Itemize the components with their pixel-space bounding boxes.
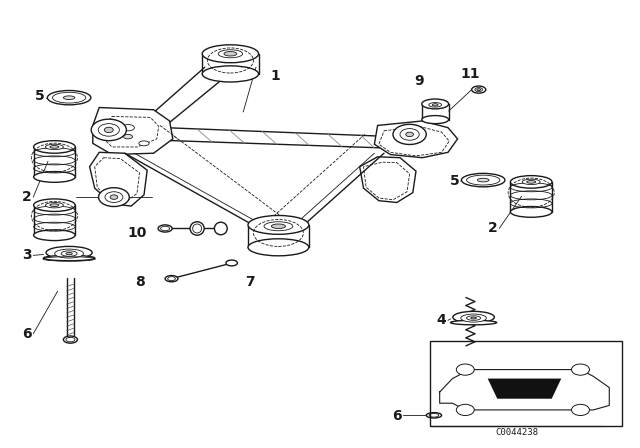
Ellipse shape	[34, 230, 76, 241]
Ellipse shape	[202, 66, 259, 82]
Ellipse shape	[271, 224, 285, 228]
Ellipse shape	[467, 316, 481, 320]
Polygon shape	[379, 126, 449, 156]
Ellipse shape	[124, 134, 132, 139]
Ellipse shape	[406, 132, 413, 137]
Ellipse shape	[429, 414, 439, 417]
Ellipse shape	[66, 253, 72, 254]
Ellipse shape	[45, 144, 63, 150]
Ellipse shape	[122, 125, 134, 131]
Ellipse shape	[572, 364, 589, 375]
Ellipse shape	[453, 311, 495, 323]
Ellipse shape	[422, 116, 449, 124]
Ellipse shape	[92, 119, 127, 141]
Text: 5: 5	[35, 89, 45, 103]
Ellipse shape	[190, 222, 204, 235]
Ellipse shape	[572, 404, 589, 416]
Ellipse shape	[46, 246, 92, 259]
Ellipse shape	[248, 215, 308, 234]
Ellipse shape	[105, 192, 123, 202]
Text: C0044238: C0044238	[495, 428, 538, 437]
Ellipse shape	[47, 90, 91, 105]
Ellipse shape	[422, 99, 449, 109]
Ellipse shape	[461, 173, 505, 187]
Ellipse shape	[66, 337, 75, 342]
Ellipse shape	[61, 251, 77, 256]
Ellipse shape	[161, 226, 170, 231]
Polygon shape	[104, 116, 159, 147]
Text: 11: 11	[461, 67, 480, 81]
Ellipse shape	[110, 195, 118, 199]
Ellipse shape	[400, 129, 419, 140]
Ellipse shape	[218, 50, 243, 58]
Ellipse shape	[214, 222, 227, 235]
Ellipse shape	[429, 103, 442, 107]
Text: 9: 9	[414, 73, 424, 88]
Ellipse shape	[522, 179, 540, 185]
Ellipse shape	[461, 314, 486, 322]
Ellipse shape	[426, 413, 442, 418]
Ellipse shape	[99, 188, 129, 207]
Polygon shape	[364, 162, 410, 200]
Ellipse shape	[226, 260, 237, 266]
Ellipse shape	[433, 103, 438, 106]
Ellipse shape	[55, 249, 84, 258]
Ellipse shape	[202, 45, 259, 63]
Text: 8: 8	[134, 275, 145, 289]
Ellipse shape	[165, 276, 178, 282]
Ellipse shape	[44, 255, 95, 261]
Text: 3: 3	[22, 248, 32, 263]
Ellipse shape	[510, 176, 552, 188]
Ellipse shape	[34, 141, 76, 153]
Ellipse shape	[50, 204, 59, 207]
Text: 2: 2	[488, 221, 498, 236]
Text: 6: 6	[392, 409, 402, 423]
Ellipse shape	[477, 178, 489, 182]
Ellipse shape	[139, 141, 149, 146]
Polygon shape	[488, 379, 561, 399]
Polygon shape	[90, 152, 147, 206]
Text: 7: 7	[244, 275, 255, 289]
Polygon shape	[131, 126, 406, 149]
Ellipse shape	[451, 320, 497, 325]
Polygon shape	[374, 121, 458, 158]
Polygon shape	[93, 108, 173, 155]
Ellipse shape	[472, 86, 486, 93]
Ellipse shape	[477, 89, 481, 90]
Ellipse shape	[45, 202, 63, 208]
Ellipse shape	[393, 125, 426, 144]
Ellipse shape	[224, 52, 237, 56]
Ellipse shape	[63, 336, 77, 343]
Ellipse shape	[510, 207, 552, 217]
Ellipse shape	[456, 404, 474, 416]
Ellipse shape	[34, 172, 76, 182]
Text: 4: 4	[436, 313, 447, 327]
Text: 2: 2	[22, 190, 32, 204]
Polygon shape	[95, 158, 140, 202]
Ellipse shape	[456, 364, 474, 375]
Bar	[430, 341, 622, 426]
Ellipse shape	[52, 92, 86, 103]
Ellipse shape	[168, 276, 175, 280]
Ellipse shape	[99, 124, 120, 136]
Text: 10: 10	[128, 226, 147, 240]
Polygon shape	[360, 157, 416, 202]
Ellipse shape	[527, 181, 536, 183]
Ellipse shape	[34, 199, 76, 211]
Text: 5: 5	[449, 174, 460, 189]
Text: 1: 1	[270, 69, 280, 83]
Ellipse shape	[50, 146, 59, 148]
Ellipse shape	[158, 225, 172, 232]
Text: 6: 6	[22, 327, 32, 341]
Ellipse shape	[104, 127, 113, 133]
Ellipse shape	[63, 96, 75, 99]
Ellipse shape	[193, 224, 202, 233]
Ellipse shape	[264, 222, 292, 231]
Ellipse shape	[248, 239, 308, 256]
Ellipse shape	[467, 175, 500, 185]
Ellipse shape	[475, 87, 483, 91]
Ellipse shape	[471, 317, 476, 319]
